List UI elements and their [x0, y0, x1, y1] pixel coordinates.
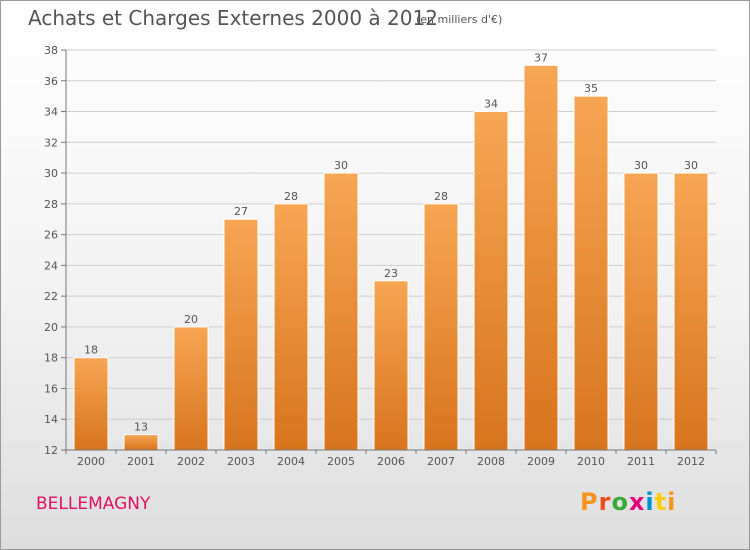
x-tick-label: 2001 [127, 455, 155, 468]
commune-name: BELLEMAGNY [36, 494, 151, 514]
y-tick-label: 26 [44, 229, 58, 242]
y-tick-label: 32 [44, 136, 58, 149]
proxiti-logo[interactable]: Proxiti [580, 488, 676, 516]
x-tick-label: 2003 [227, 455, 255, 468]
bar [223, 218, 259, 451]
value-label: 13 [134, 421, 148, 434]
bar [373, 280, 409, 451]
y-tick-label: 36 [44, 75, 58, 88]
bar [123, 434, 159, 451]
y-tick-label: 18 [44, 352, 58, 365]
x-tick-label: 2006 [377, 455, 405, 468]
value-label: 23 [384, 267, 398, 280]
value-label: 34 [484, 98, 498, 111]
chart-title: Achats et Charges Externes 2000 à 2012 [28, 6, 438, 30]
bar [573, 95, 609, 451]
bar [173, 326, 209, 451]
y-tick-label: 12 [44, 444, 58, 457]
value-label: 30 [334, 159, 348, 172]
bar [523, 64, 559, 451]
bar [673, 172, 709, 451]
y-tick-label: 20 [44, 321, 58, 334]
x-tick-label: 2007 [427, 455, 455, 468]
x-tick-label: 2004 [277, 455, 305, 468]
x-tick-label: 2008 [477, 455, 505, 468]
x-tick-label: 2010 [577, 455, 605, 468]
y-tick-label: 38 [44, 44, 58, 57]
bar [623, 172, 659, 451]
bar [323, 172, 359, 451]
logo-letter: i [645, 488, 655, 516]
value-label: 27 [234, 205, 248, 218]
y-tick-label: 16 [44, 382, 58, 395]
chart-unit: (en milliers d'€) [416, 13, 503, 26]
logo-letter: P [580, 488, 599, 516]
bar [473, 111, 509, 451]
logo-letter: t [654, 488, 668, 516]
y-tick-label: 22 [44, 290, 58, 303]
y-tick-label: 28 [44, 198, 58, 211]
value-label: 20 [184, 313, 198, 326]
logo-letter: x [628, 488, 646, 516]
value-label: 18 [84, 344, 98, 357]
y-tick-label: 24 [44, 259, 58, 272]
bar [423, 203, 459, 451]
axes: 12 14 16 18 20 22 24 26 28 30 32 34 36 38 2000 2001 2002… [44, 44, 717, 468]
bar [73, 357, 109, 451]
bar [273, 203, 309, 451]
value-label: 30 [634, 159, 648, 172]
logo-letter: r [598, 488, 612, 516]
value-label: 28 [434, 190, 448, 203]
logo-letter: o [611, 488, 629, 516]
x-tick-label: 2012 [677, 455, 705, 468]
x-tick-label: 2002 [177, 455, 205, 468]
value-label: 35 [584, 82, 598, 95]
value-label: 30 [684, 159, 698, 172]
x-tick-label: 2005 [327, 455, 355, 468]
x-tick-label: 2011 [627, 455, 655, 468]
logo-letter: i [667, 488, 677, 516]
value-label: 28 [284, 190, 298, 203]
y-tick-label: 34 [44, 106, 58, 119]
bars: 18 13 20 27 28 30 23 28 34 37 35 30 30 [73, 51, 709, 451]
y-tick-label: 30 [44, 167, 58, 180]
y-tick-label: 14 [44, 413, 58, 426]
x-tick-label: 2000 [77, 455, 105, 468]
x-tick-label: 2009 [527, 455, 555, 468]
value-label: 37 [534, 51, 548, 64]
